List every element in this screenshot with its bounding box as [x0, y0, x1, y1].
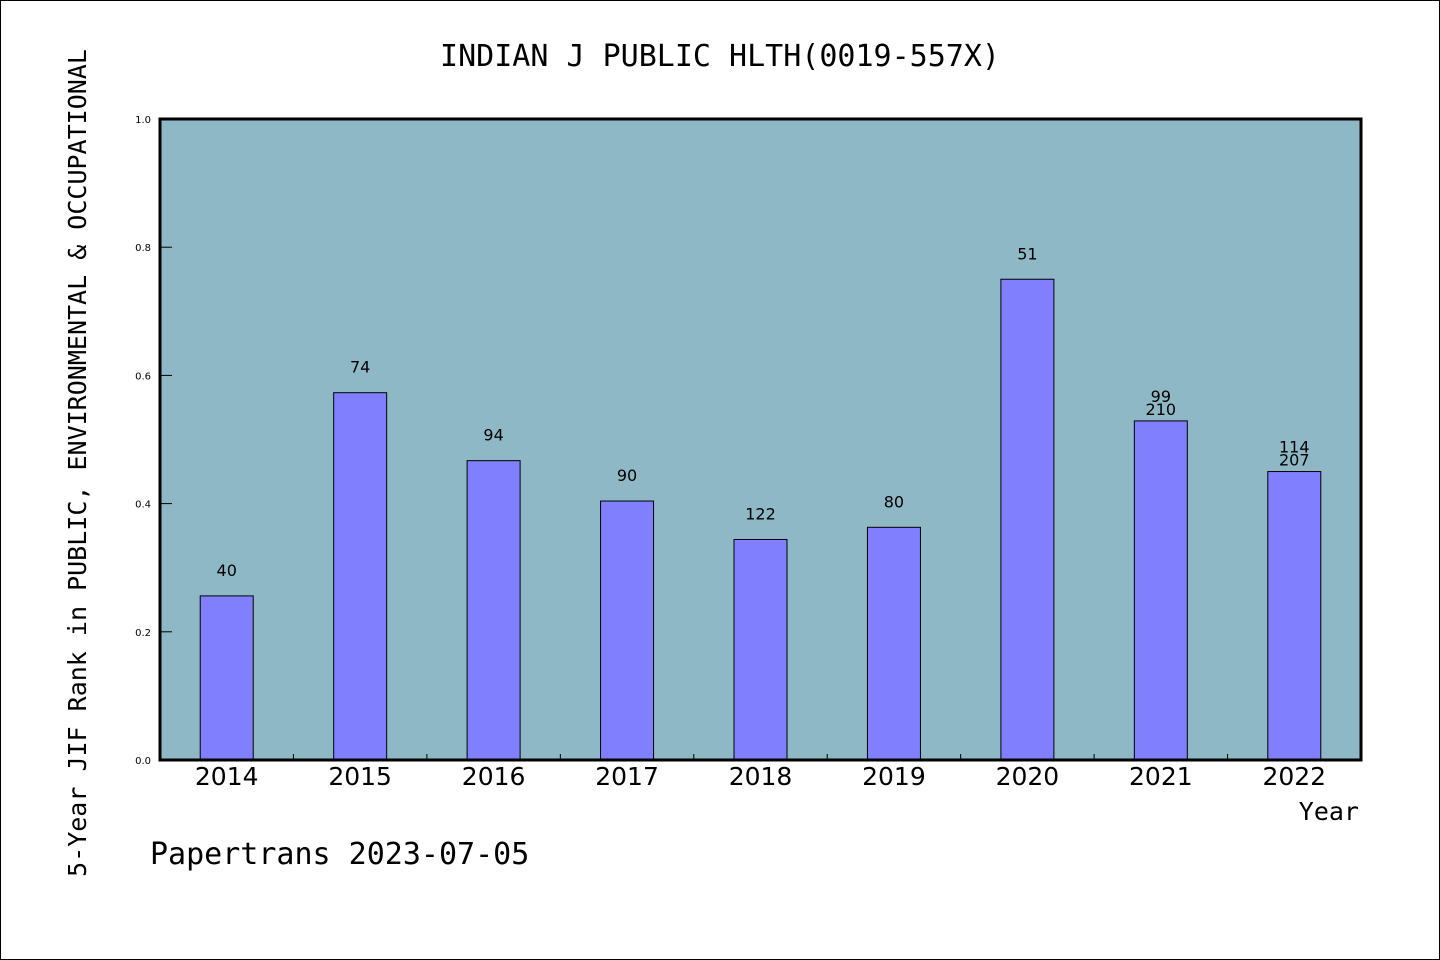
plot-border: [158, 117, 1363, 762]
x-tick-label: 2019: [862, 762, 926, 791]
y-tick-label: 0.6: [135, 371, 151, 382]
bar: [866, 526, 921, 761]
axis-ticks: 2014 2015 2016 2017 2018 2019 2020 2021 2022 0.0 0…: [135, 115, 1326, 791]
x-tick-label: 2020: [996, 762, 1060, 791]
bar-rank-label: 80: [884, 492, 904, 511]
bar-rank-label: 94: [483, 426, 503, 445]
bar-total-label: 207: [1279, 451, 1310, 470]
bar-rank-label: 40: [217, 561, 237, 580]
chart-title: INDIAN J PUBLIC HLTH(0019-557X): [440, 39, 1000, 74]
bar: [600, 500, 655, 761]
x-tick-label: 2014: [195, 762, 259, 791]
x-tick-label: 2016: [462, 762, 526, 791]
bar: [733, 538, 788, 761]
bar-rank-label: 122: [745, 504, 776, 523]
x-tick-label: 2015: [328, 762, 392, 791]
x-axis-label: Year: [1299, 797, 1359, 826]
x-tick-label: 2018: [729, 762, 793, 791]
y-tick-label: 0.2: [135, 628, 151, 639]
y-tick-label: 0.8: [135, 243, 151, 254]
bar: [466, 460, 521, 761]
bar: [199, 595, 254, 761]
x-tick-label: 2021: [1129, 762, 1193, 791]
bar: [1133, 420, 1188, 761]
bar-rank-label: 99: [1151, 387, 1171, 406]
x-tick-label: 2022: [1262, 762, 1326, 791]
y-tick-label: 0.0: [135, 756, 151, 767]
bar-rank-label: 90: [617, 466, 637, 485]
bar-rank-label: 51: [1017, 244, 1037, 263]
bar-rank-label: 74: [350, 358, 370, 377]
bar: [333, 392, 388, 761]
bar: [1267, 471, 1322, 761]
x-tick-label: 2017: [595, 762, 659, 791]
bar-rank-label: 114: [1279, 438, 1310, 457]
y-tick-label: 0.4: [135, 500, 151, 511]
footer-text: Papertrans 2023-07-05: [150, 837, 529, 872]
y-axis-label: 5-Year JIF Rank in PUBLIC, ENVIRONMENTAL…: [63, 49, 92, 877]
y-tick-label: 1.0: [135, 115, 151, 126]
bar-total-label: 210: [1146, 400, 1177, 419]
bar: [1000, 278, 1055, 761]
